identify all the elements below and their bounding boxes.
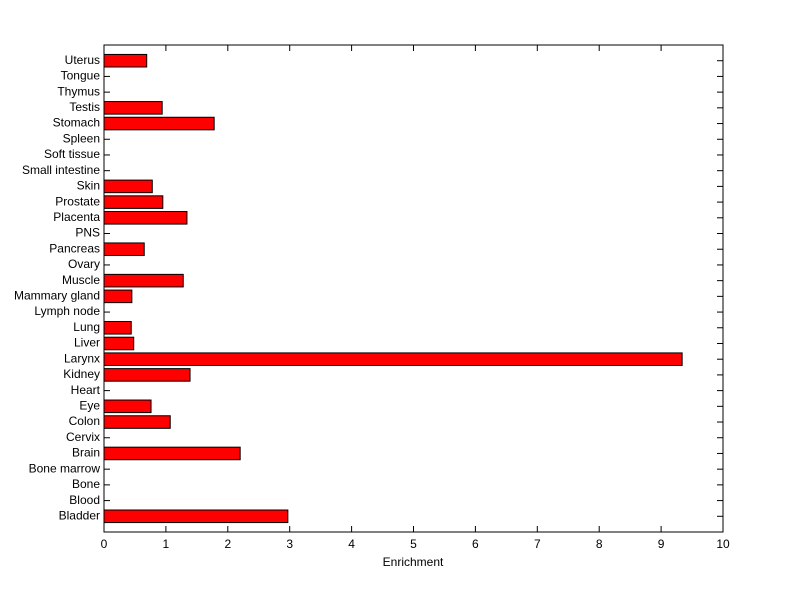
y-tick-label: Colon — [69, 414, 100, 428]
y-tick-label: PNS — [75, 226, 100, 240]
y-tick-label: Liver — [74, 336, 100, 350]
y-tick-label: Brain — [72, 446, 100, 460]
y-tick-label: Prostate — [55, 194, 100, 208]
bar — [103, 336, 135, 351]
y-tick-label: Mammary gland — [14, 289, 100, 303]
bar — [103, 242, 145, 257]
bar — [103, 179, 153, 194]
y-tick-label: Testis — [69, 100, 100, 114]
x-tick-label: 2 — [224, 537, 231, 551]
y-tick-label: Skin — [77, 179, 100, 193]
bar — [103, 320, 132, 335]
bar — [103, 116, 215, 131]
x-tick-label: 4 — [348, 537, 355, 551]
y-tick-label: Blood — [69, 493, 100, 507]
bar — [103, 195, 164, 209]
y-tick-label: Placenta — [53, 210, 100, 224]
x-tick-label: 5 — [410, 537, 417, 551]
y-tick-label: Eye — [79, 398, 100, 412]
y-tick-label: Cervix — [66, 430, 100, 444]
bar — [103, 415, 171, 429]
y-tick-label: Ovary — [68, 257, 100, 271]
y-tick-label: Bone marrow — [29, 461, 101, 475]
bar — [103, 273, 184, 288]
x-tick-label: 3 — [286, 537, 293, 551]
bar — [103, 446, 241, 461]
x-tick-label: 10 — [716, 537, 730, 551]
y-tick-label: Thymus — [57, 84, 100, 98]
bar — [103, 211, 188, 225]
y-tick-label: Lymph node — [34, 304, 100, 318]
y-tick-label: Stomach — [53, 116, 100, 130]
y-tick-label: Soft tissue — [44, 147, 100, 161]
bar — [103, 352, 683, 366]
x-tick-label: 0 — [101, 537, 108, 551]
x-tick-label: 9 — [658, 537, 665, 551]
y-tick-label: Heart — [71, 383, 101, 397]
y-tick-label: Uterus — [65, 53, 100, 67]
x-tick-label: 1 — [163, 537, 170, 551]
x-tick-label: 6 — [472, 537, 479, 551]
y-tick-label: Small intestine — [22, 163, 100, 177]
y-tick-label: Bone — [72, 477, 100, 491]
y-tick-label: Larynx — [64, 351, 100, 365]
y-tick-label: Kidney — [63, 367, 100, 381]
bar — [103, 53, 148, 68]
bar — [103, 399, 152, 414]
bar — [103, 289, 133, 304]
y-tick-label: Spleen — [63, 131, 100, 145]
y-tick-label: Muscle — [62, 273, 100, 287]
x-axis-label: Enrichment — [383, 555, 444, 569]
bar — [103, 101, 163, 115]
y-tick-label: Lung — [73, 320, 100, 334]
x-tick-label: 8 — [596, 537, 603, 551]
bar — [103, 368, 191, 382]
bar — [103, 509, 289, 524]
x-tick-label: 7 — [534, 537, 541, 551]
y-tick-label: Pancreas — [49, 241, 100, 255]
y-tick-label: Tongue — [61, 69, 101, 83]
y-tick-label: Bladder — [59, 508, 100, 522]
